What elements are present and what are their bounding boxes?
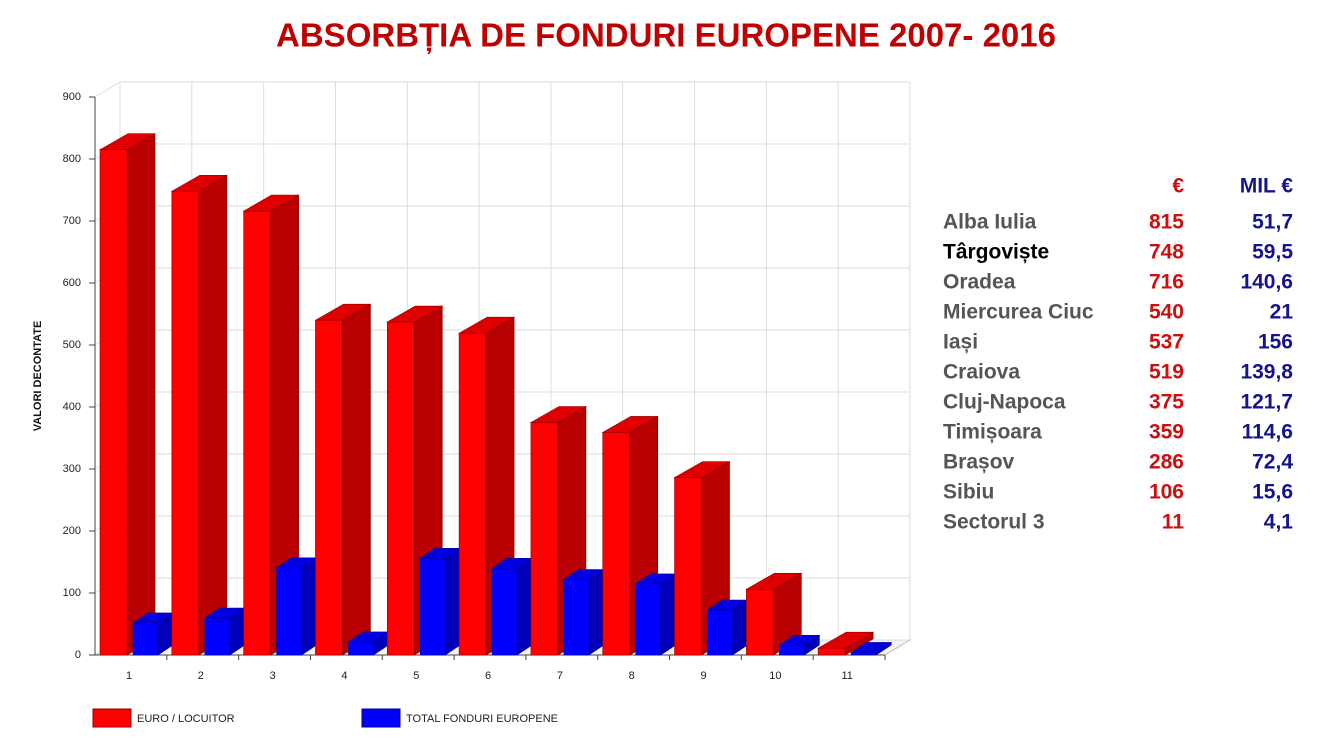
x-tick-label: 8 <box>629 670 635 682</box>
bar <box>850 652 877 656</box>
table-value: 139,8 <box>1240 361 1293 384</box>
chart-title: ABSORBȚIA DE FONDURI EUROPENE 2007- 2016 <box>276 17 1056 54</box>
table-city: Cluj-Napoca <box>943 391 1066 414</box>
table-city: Timișoara <box>943 421 1042 444</box>
x-tick-label: 10 <box>769 670 781 682</box>
table-header: € <box>1172 175 1184 198</box>
grid-line-side <box>94 81 121 98</box>
table-value: 286 <box>1149 451 1184 474</box>
legend-swatch <box>361 708 401 728</box>
bar <box>348 641 374 656</box>
bar <box>132 622 159 656</box>
y-tick-label: 700 <box>63 215 81 227</box>
bar <box>746 588 774 656</box>
bar <box>563 579 590 656</box>
x-tick-label: 3 <box>270 670 276 682</box>
table-city: Sibiu <box>943 481 994 504</box>
y-tick-label: 300 <box>63 463 81 475</box>
x-tick-label: 1 <box>126 670 132 682</box>
legend-swatch <box>92 708 132 728</box>
x-tick-label: 6 <box>485 670 491 682</box>
bar <box>635 583 662 656</box>
legend-label: EURO / LOCUITOR <box>137 713 235 725</box>
y-axis-label: VALORI DECONTATE <box>32 321 44 432</box>
table-header: MIL € <box>1240 175 1294 198</box>
bar <box>602 432 631 656</box>
bar <box>276 567 302 656</box>
x-tick-label: 9 <box>700 670 706 682</box>
table-value: 537 <box>1149 331 1184 354</box>
bar-side <box>342 303 371 656</box>
bar-side <box>588 568 605 656</box>
table-value: 716 <box>1149 271 1184 294</box>
bar <box>458 332 487 656</box>
bar <box>171 190 200 656</box>
table-value: 15,6 <box>1252 481 1293 504</box>
bar <box>491 568 518 656</box>
bar-side <box>660 573 677 656</box>
table-value: 815 <box>1149 211 1184 234</box>
bar <box>204 617 231 656</box>
y-tick-label: 0 <box>75 649 81 661</box>
table-city: Craiova <box>943 361 1020 384</box>
table-value: 156 <box>1258 331 1293 354</box>
bar <box>243 210 271 656</box>
bar <box>99 149 128 656</box>
bar-side <box>301 557 317 656</box>
table-city: Oradea <box>943 271 1016 294</box>
table-city: Alba Iulia <box>943 211 1037 234</box>
legend-label: TOTAL FONDURI EUROPENE <box>406 713 558 725</box>
bar-side <box>444 547 461 656</box>
bar <box>707 609 733 656</box>
bar <box>779 645 805 656</box>
bar-side <box>126 133 156 656</box>
table-value: 748 <box>1149 241 1184 264</box>
table-value: 51,7 <box>1252 211 1293 234</box>
table-value: 519 <box>1149 361 1184 384</box>
y-tick-label: 500 <box>63 339 81 351</box>
bar <box>386 321 415 656</box>
table-value: 72,4 <box>1252 451 1293 474</box>
x-tick-label: 7 <box>557 670 563 682</box>
table-value: 11 <box>1162 511 1185 534</box>
table-value: 121,7 <box>1240 391 1293 414</box>
bar-side <box>516 557 533 656</box>
x-tick-label: 5 <box>413 670 419 682</box>
bar <box>315 319 343 656</box>
y-tick-label: 100 <box>63 587 81 599</box>
table-city: Iași <box>943 331 978 354</box>
table-city: Sectorul 3 <box>943 511 1045 534</box>
bar <box>817 647 846 656</box>
table-value: 540 <box>1149 301 1184 324</box>
bar <box>419 557 446 656</box>
x-tick-label: 2 <box>198 670 204 682</box>
x-tick-label: 11 <box>841 670 852 682</box>
table-value: 359 <box>1149 421 1184 444</box>
table-value: 114,6 <box>1242 421 1293 444</box>
table-value: 21 <box>1270 301 1294 324</box>
table-value: 59,5 <box>1252 241 1293 264</box>
bar <box>530 422 559 656</box>
table-value: 106 <box>1149 481 1184 504</box>
y-tick-label: 900 <box>63 91 81 103</box>
bar-side <box>198 174 228 656</box>
table-city: Târgoviște <box>943 241 1049 264</box>
y-tick-label: 600 <box>63 277 81 289</box>
y-tick-label: 200 <box>63 525 81 537</box>
x-tick-label: 4 <box>341 670 347 682</box>
bar <box>674 477 702 656</box>
table-value: 375 <box>1149 391 1184 414</box>
table-city: Brașov <box>943 451 1015 474</box>
table-value: 4,1 <box>1264 511 1294 534</box>
table-city: Miercurea Ciuc <box>943 301 1094 324</box>
y-tick-label: 800 <box>63 153 81 165</box>
y-tick-label: 400 <box>63 401 81 413</box>
table-value: 140,6 <box>1240 271 1293 294</box>
